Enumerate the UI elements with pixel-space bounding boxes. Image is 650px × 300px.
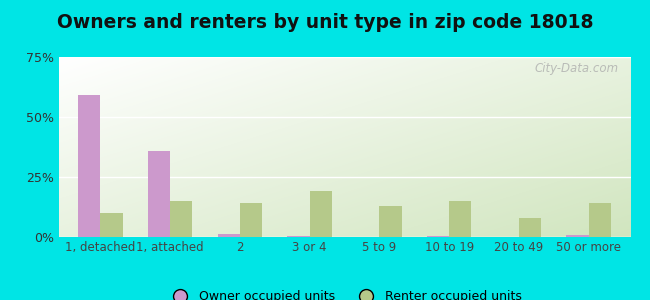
Bar <box>78 95 100 237</box>
Legend: Owner occupied units, Renter occupied units: Owner occupied units, Renter occupied un… <box>168 290 521 300</box>
Bar <box>497 236 519 237</box>
Bar <box>148 151 170 237</box>
Text: Owners and renters by unit type in zip code 18018: Owners and renters by unit type in zip c… <box>57 14 593 32</box>
Text: City-Data.com: City-Data.com <box>535 62 619 75</box>
Bar <box>519 218 541 237</box>
Bar <box>589 203 611 237</box>
Bar <box>218 234 240 237</box>
Bar <box>427 236 449 237</box>
Bar <box>170 201 192 237</box>
Bar <box>449 201 471 237</box>
Bar <box>566 235 589 237</box>
Bar <box>100 213 123 237</box>
Bar <box>309 191 332 237</box>
Bar <box>380 206 402 237</box>
Bar <box>357 236 380 237</box>
Bar <box>287 236 309 237</box>
Bar <box>240 203 262 237</box>
